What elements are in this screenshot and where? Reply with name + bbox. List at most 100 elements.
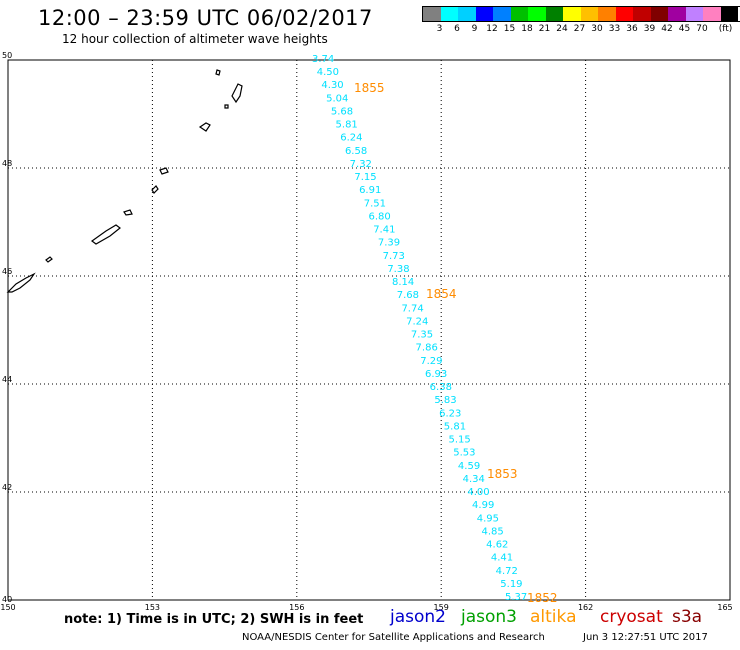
colorbar-swatch [580, 7, 598, 21]
colorbar-label: 36 [626, 24, 638, 34]
colorbar-swatch [528, 7, 546, 21]
colorbar-label: 24 [556, 24, 568, 34]
lon-label: 156 [289, 603, 304, 612]
legend-jason3: jason3 [461, 607, 517, 627]
wave-height-value: 7.41 [373, 225, 395, 236]
wave-height-value: 4.30 [321, 80, 343, 91]
wave-height-value: 7.51 [364, 198, 386, 209]
wave-height-value: 7.29 [420, 356, 442, 367]
colorbar-label: 42 [661, 24, 673, 34]
wave-height-value: 4.00 [467, 487, 489, 498]
wave-height-value: 4.72 [496, 566, 518, 577]
legend-altika: altika [530, 607, 577, 627]
wave-height-value: 3.74 [312, 54, 334, 65]
satellite-track: 3.74 4.50 4.30 5.04 5.68 5.81 6.24 6.58 7.32 7.15… [312, 54, 527, 603]
colorbar-label: 70 [696, 24, 708, 34]
wave-height-colorbar: 3 6 9 12 15 18 21 24 27 30 33 36 39 42 45 70 (ft) [422, 6, 740, 36]
colorbar-label: 39 [643, 24, 656, 34]
wave-height-value: 6.93 [425, 369, 447, 380]
wave-height-value: 7.74 [401, 303, 423, 314]
pass-number-label: 1854 [426, 287, 457, 301]
wave-height-value: 6.23 [439, 408, 461, 419]
map-title: 12:00 – 23:59 UTC 06/02/2017 [38, 6, 373, 30]
wave-height-value: 4.50 [317, 67, 339, 78]
wave-height-value: 6.38 [430, 382, 452, 393]
map-subtitle: 12 hour collection of altimeter wave hei… [62, 32, 328, 46]
lat-label: 48 [2, 159, 12, 168]
island-8 [90, 224, 121, 245]
colorbar-label: 3 [436, 24, 443, 34]
wave-height-value: 7.32 [350, 159, 372, 170]
island-5 [159, 167, 169, 175]
coastline [6, 69, 243, 293]
lat-label: 44 [2, 375, 12, 384]
colorbar-labels: 3 6 9 12 15 18 21 24 27 30 33 36 39 42 45 70 (ft) [422, 22, 740, 36]
wave-height-value: 6.91 [359, 185, 381, 196]
colorbar-swatch [423, 7, 441, 21]
wave-height-value: 5.37 [505, 592, 527, 603]
pass-number-label: 1855 [354, 81, 385, 95]
colorbar-swatch [563, 7, 581, 21]
wave-height-value: 4.34 [463, 474, 485, 485]
colorbar-swatch [475, 7, 493, 21]
lat-label: 46 [2, 267, 12, 276]
wave-height-value: 5.81 [444, 421, 466, 432]
island-6 [151, 185, 159, 194]
wave-height-value: 7.15 [354, 172, 376, 183]
hokkaido-coast [6, 272, 36, 293]
wave-height-value: 7.39 [378, 238, 400, 249]
footer-note: note: 1) Time is in UTC; 2) SWH is in fe… [64, 612, 364, 627]
colorbar-label: 21 [538, 24, 551, 34]
wave-height-value: 5.04 [326, 93, 348, 104]
lon-label: 150 [0, 603, 15, 612]
colorbar-label: 45 [678, 24, 691, 34]
wave-height-value: 7.86 [416, 343, 438, 354]
colorbar-label: 15 [503, 24, 516, 34]
wave-height-value: 7.73 [383, 251, 405, 262]
colorbar-label: 30 [591, 24, 603, 34]
wave-height-value: 7.35 [411, 330, 433, 341]
wave-height-value: 7.38 [387, 264, 409, 275]
lon-label: 159 [434, 603, 449, 612]
colorbar-swatch [510, 7, 528, 21]
legend-s3a: s3a [672, 607, 703, 627]
colorbar-swatch [668, 7, 686, 21]
colorbar-label: 33 [608, 24, 621, 34]
wave-height-value: 4.59 [458, 461, 480, 472]
colorbar-swatch [440, 7, 458, 21]
wave-height-value: 5.81 [336, 120, 358, 131]
generation-timestamp: Jun 3 12:27:51 UTC 2017 [583, 632, 708, 643]
island-7 [123, 209, 133, 216]
credit-text: NOAA/NESDIS Center for Satellite Applica… [242, 632, 545, 643]
wave-height-value: 7.24 [406, 316, 428, 327]
colorbar-label: 27 [573, 24, 586, 34]
legend-jason2: jason2 [390, 607, 446, 627]
wave-height-value: 4.85 [481, 526, 503, 537]
colorbar-swatch [458, 7, 476, 21]
pass-labels: 1855 1854 1853 1852 [354, 81, 558, 605]
colorbar-swatch [633, 7, 651, 21]
lon-label: 165 [717, 603, 732, 612]
colorbar-swatch [545, 7, 563, 21]
colorbar-label: 6 [454, 24, 460, 34]
colorbar-swatch [703, 7, 721, 21]
lon-label: 153 [145, 603, 160, 612]
colorbar-swatch [615, 7, 633, 21]
colorbar-label: 9 [471, 24, 478, 34]
colorbar-swatch [720, 7, 738, 21]
wave-height-value: 6.80 [368, 211, 390, 222]
colorbar-swatches [422, 6, 740, 22]
wave-height-value: 6.58 [345, 146, 367, 157]
map-frame [7, 59, 731, 601]
island-9 [45, 256, 53, 263]
lat-label: 40 [2, 595, 12, 604]
island-4 [224, 104, 229, 109]
island-2 [215, 69, 221, 76]
colorbar-swatch [650, 7, 668, 21]
colorbar-label: (ft) [718, 24, 733, 34]
legend-cryosat: cryosat [600, 607, 663, 627]
wave-height-value: 4.62 [486, 540, 508, 551]
wave-height-value: 5.19 [500, 579, 522, 590]
